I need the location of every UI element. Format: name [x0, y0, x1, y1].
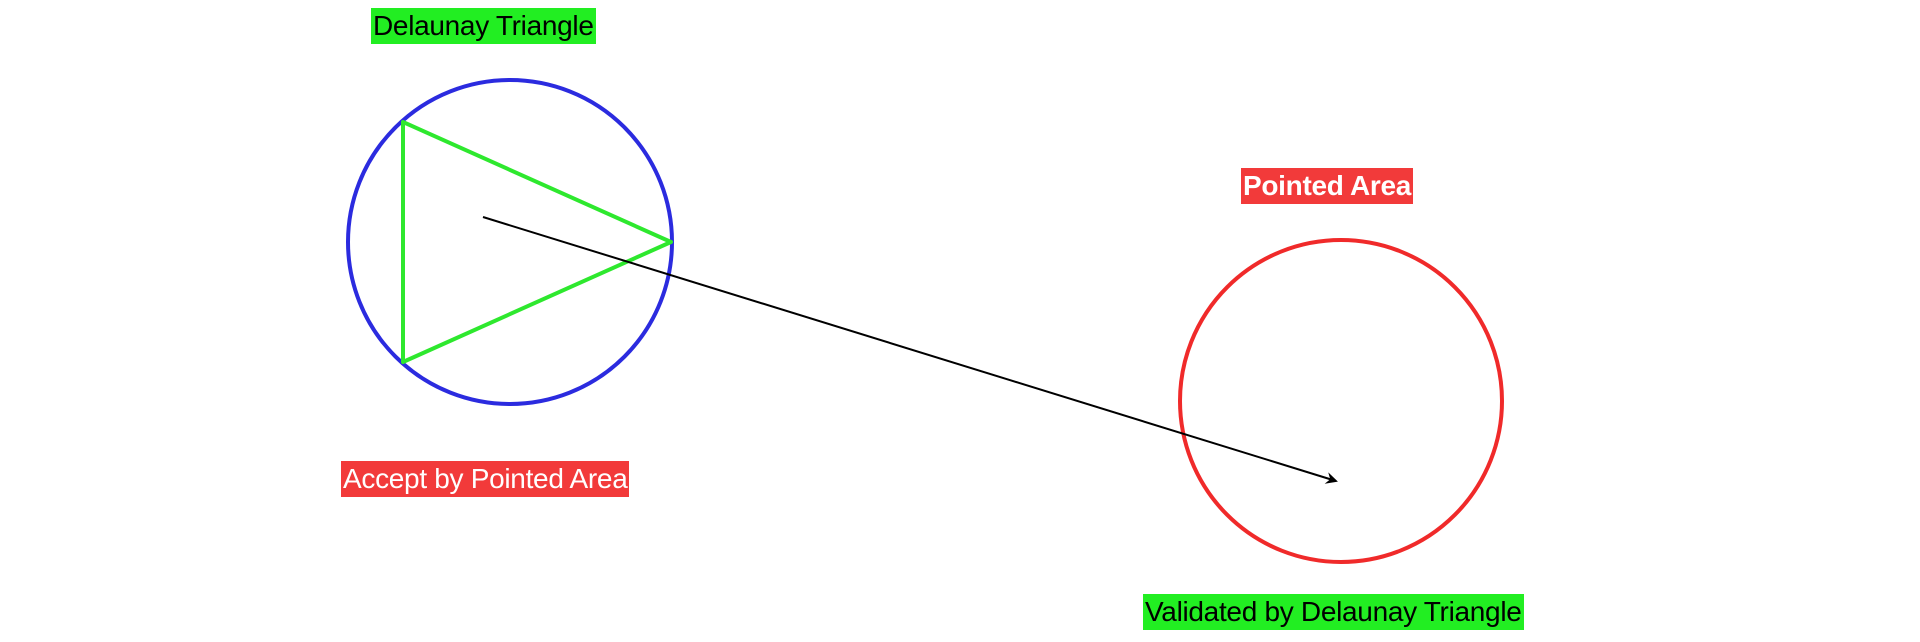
pointed-area-circle [1178, 238, 1504, 564]
delaunay-triangle [401, 120, 673, 364]
circumcircle [346, 78, 674, 406]
label-delaunay-triangle: Delaunay Triangle [371, 8, 596, 44]
label-pointed-area: Pointed Area [1241, 168, 1414, 204]
label-validated-by-delaunay-triangle: Validated by Delaunay Triangle [1143, 594, 1524, 630]
label-accept-by-pointed-area: Accept by Pointed Area [341, 461, 630, 497]
arrow-connector [482, 216, 1338, 484]
